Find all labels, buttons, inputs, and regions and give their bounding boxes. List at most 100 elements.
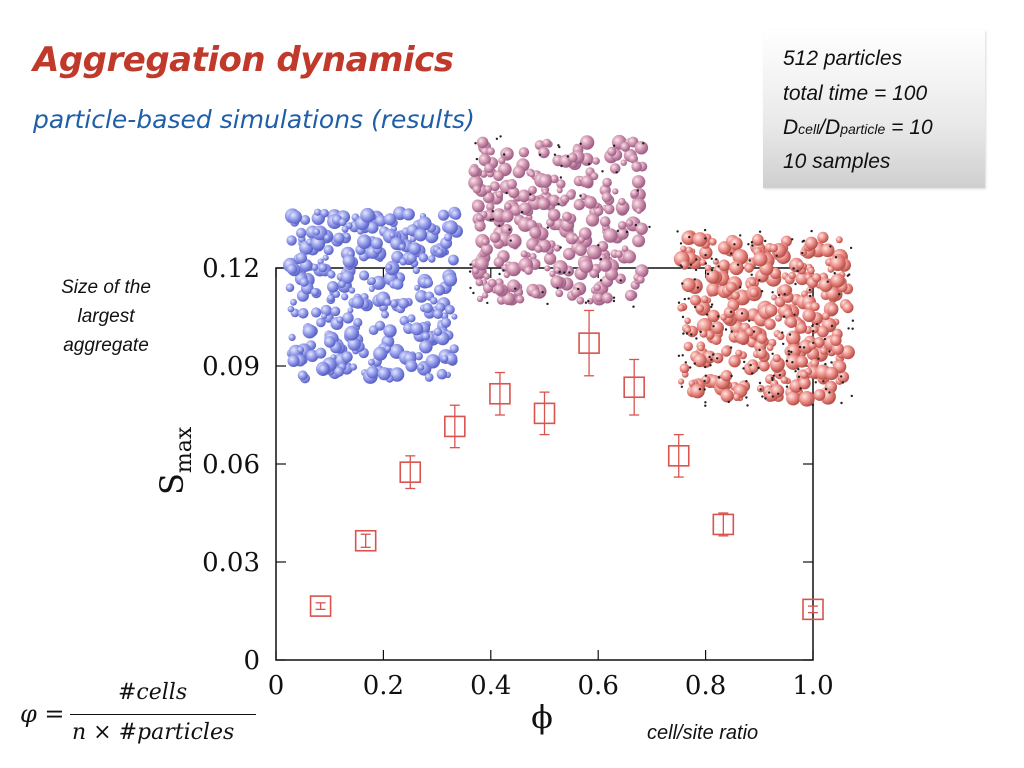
cell-dot bbox=[587, 162, 591, 166]
particle bbox=[338, 280, 346, 288]
particle bbox=[837, 371, 850, 383]
particle bbox=[445, 352, 458, 365]
particle bbox=[422, 302, 433, 314]
particle bbox=[556, 179, 566, 189]
particle bbox=[808, 341, 817, 350]
particle bbox=[428, 255, 436, 263]
particle bbox=[842, 302, 854, 314]
particle bbox=[620, 141, 631, 152]
particle bbox=[436, 368, 448, 380]
cell-dot bbox=[681, 315, 685, 319]
cell-dot bbox=[840, 375, 843, 378]
cell-dot bbox=[680, 385, 684, 388]
cell-dot bbox=[811, 324, 814, 328]
cell-dot bbox=[704, 401, 707, 404]
particle bbox=[287, 354, 300, 367]
particle bbox=[493, 170, 504, 182]
cell-dot bbox=[771, 291, 774, 294]
particle bbox=[412, 266, 420, 275]
square-marker bbox=[489, 382, 511, 405]
particle bbox=[367, 358, 375, 366]
cell-dot bbox=[679, 242, 683, 245]
cell-dot bbox=[729, 310, 733, 314]
particle bbox=[508, 186, 520, 199]
x-tick-label: 0.4 bbox=[470, 671, 511, 701]
cell-dot bbox=[708, 355, 711, 359]
cell-dot bbox=[615, 171, 618, 174]
cell-dot bbox=[508, 228, 511, 231]
cell-dot bbox=[491, 210, 495, 213]
cell-dot bbox=[677, 354, 681, 357]
particle bbox=[735, 307, 750, 322]
cell-dot bbox=[834, 256, 838, 259]
particle bbox=[599, 216, 611, 227]
cell-dot bbox=[826, 280, 829, 283]
cell-dot bbox=[696, 286, 700, 289]
particle bbox=[701, 375, 711, 385]
particle bbox=[684, 326, 692, 334]
particle bbox=[817, 231, 829, 243]
particle bbox=[366, 366, 379, 379]
particle bbox=[374, 320, 386, 331]
particle bbox=[683, 341, 693, 352]
cell-dot bbox=[677, 301, 681, 304]
param-samples: 10 samples bbox=[783, 150, 891, 173]
cell-dot bbox=[559, 176, 563, 179]
cell-dot bbox=[745, 380, 748, 383]
particle bbox=[471, 199, 485, 213]
cell-dot bbox=[683, 297, 686, 301]
cell-dot bbox=[693, 362, 696, 365]
cell-dot bbox=[679, 264, 682, 267]
cell-dot bbox=[782, 342, 785, 346]
particle bbox=[621, 245, 629, 252]
particle bbox=[756, 348, 768, 360]
y-tick-label: 0 bbox=[243, 646, 260, 676]
cell-dot bbox=[746, 404, 749, 407]
cell-dot bbox=[777, 392, 780, 395]
cell-dot bbox=[768, 391, 771, 394]
cell-dot bbox=[619, 279, 622, 282]
cell-dot bbox=[685, 332, 689, 335]
particle bbox=[302, 324, 317, 339]
cell-dot bbox=[709, 364, 712, 367]
cell-dot bbox=[468, 270, 472, 273]
param-total-time: total time = 100 bbox=[783, 82, 928, 105]
cell-dot bbox=[760, 290, 764, 293]
data-point bbox=[578, 309, 600, 377]
cell-dot bbox=[704, 404, 707, 407]
particle bbox=[807, 267, 815, 275]
cell-dot bbox=[797, 368, 800, 371]
particle bbox=[626, 219, 634, 227]
x-tick-labels: 0 0.2 0.4 0.6 0.8 1.0 bbox=[268, 671, 834, 701]
cell-dot bbox=[758, 230, 762, 233]
cell-dot bbox=[785, 385, 789, 388]
cell-dot bbox=[681, 282, 684, 285]
particle bbox=[695, 304, 705, 313]
particle bbox=[529, 253, 537, 260]
particle bbox=[402, 208, 415, 221]
cell-dot bbox=[730, 252, 733, 255]
cell-dot bbox=[761, 395, 764, 398]
cell-dot bbox=[798, 345, 802, 349]
particle bbox=[604, 204, 615, 215]
particle bbox=[537, 197, 550, 211]
particle bbox=[598, 258, 612, 272]
particle bbox=[635, 207, 643, 214]
particle bbox=[728, 355, 741, 368]
cell-dot bbox=[502, 153, 506, 156]
cell-dot bbox=[717, 376, 721, 379]
particle bbox=[772, 354, 781, 363]
particle bbox=[584, 196, 597, 209]
cell-dot bbox=[791, 238, 794, 241]
particle bbox=[718, 259, 730, 272]
cell-dot bbox=[704, 365, 707, 369]
particle bbox=[385, 263, 393, 271]
particle bbox=[480, 243, 493, 256]
particle bbox=[720, 313, 727, 321]
particle bbox=[340, 270, 354, 284]
square-marker bbox=[578, 332, 600, 354]
particle bbox=[745, 327, 754, 337]
particle bbox=[338, 218, 347, 227]
particle bbox=[504, 202, 512, 210]
